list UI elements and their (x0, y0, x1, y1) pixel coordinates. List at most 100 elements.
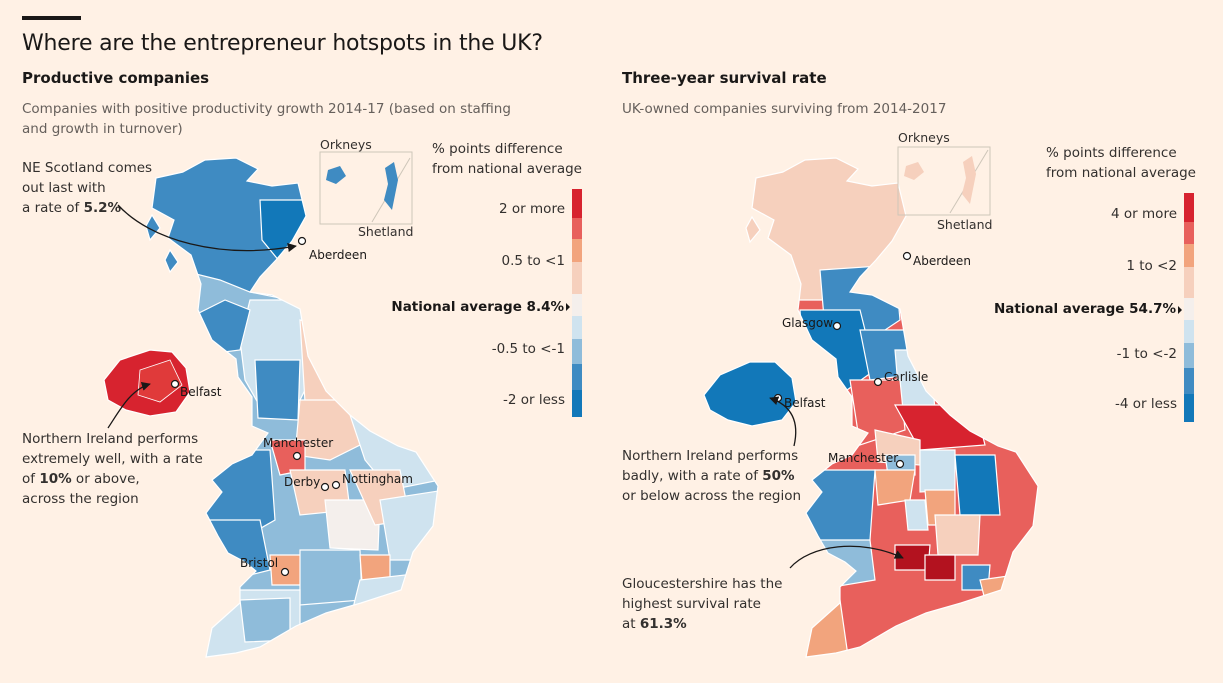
right-region-cumbria (849, 379, 906, 446)
left-note1-line2: out last with (22, 180, 106, 196)
left-city-manchester: Manchester (263, 436, 333, 450)
right-map (703, 157, 1039, 658)
right-city-dot-aberdeen (902, 251, 912, 261)
left-annotation-ni: Northern Ireland performs extremely well… (22, 429, 203, 509)
right-region-cornwall (789, 599, 851, 657)
right-gb-outline (751, 157, 1039, 658)
left-legend-heading-2: from national average (432, 161, 582, 177)
left-legend-top-label: 2 or more (499, 201, 565, 217)
left-inset-orkneys-label: Orkneys (320, 137, 372, 152)
left-legend-upper-label: 0.5 to <1 (501, 253, 565, 269)
left-region-wales-south (199, 519, 271, 581)
right-legend-heading-2: from national average (1046, 165, 1196, 181)
right-legend-heading: % points difference from national averag… (1046, 143, 1196, 183)
left-legend-bar (566, 189, 582, 417)
left-region-somerset (239, 597, 291, 643)
left-legend-lower-label: -0.5 to <-1 (491, 341, 565, 357)
left-note2-text-c: or above, (71, 471, 140, 487)
right-annotation-gloucestershire: Gloucestershire has the highest survival… (622, 574, 782, 634)
right-region-birmingham (904, 499, 929, 531)
left-legend-bottom-label: -2 or less (503, 392, 565, 408)
right-inset-orkneys-label: Orkneys (898, 130, 950, 145)
left-city-belfast: Belfast (180, 385, 222, 399)
right-city-belfast: Belfast (784, 396, 826, 410)
left-city-dot-aberdeen (297, 236, 307, 246)
right-region-oxfordshire (924, 554, 956, 581)
right-legend-top-label: 4 or more (1111, 206, 1177, 222)
left-city-bristol: Bristol (240, 556, 278, 570)
right-arrow-gloucestershire (789, 545, 904, 569)
right-note1-value: 50% (762, 468, 795, 484)
left-arrow-ni (107, 382, 151, 429)
right-panel-title: Three-year survival rate (622, 69, 827, 87)
left-region-thames-valley (299, 549, 363, 606)
right-annotation-ni: Northern Ireland performs badly, with a … (622, 446, 801, 506)
right-inset-shetland-shape (962, 156, 976, 204)
left-subtitle-line2: and growth in turnover) (22, 121, 183, 137)
headline: Where are the entrepreneur hotspots in t… (22, 31, 543, 56)
right-city-dot-carlisle (873, 377, 883, 387)
left-panel-subtitle: Companies with positive productivity gro… (22, 99, 511, 139)
right-national-marker-icon (1178, 306, 1182, 314)
left-region-northeast (299, 319, 346, 403)
right-legend-upper-label: 1 to <2 (1126, 258, 1177, 274)
right-arrow-ni (769, 396, 797, 447)
right-note2-line1: Gloucestershire has the (622, 576, 783, 592)
left-note2-line2: extremely well, with a rate (22, 451, 203, 467)
right-inset-orkney-shape (904, 162, 924, 180)
right-legend-lower-label: -1 to <-2 (1116, 346, 1177, 362)
right-note1-line1: Northern Ireland performs (622, 448, 799, 464)
right-region-highlands (752, 158, 1038, 301)
left-city-dot-derby (320, 482, 330, 492)
left-note2-line1: Northern Ireland performs (22, 431, 199, 447)
left-arrow-ne-scotland (117, 204, 297, 252)
left-subtitle-line1: Companies with positive productivity gro… (22, 101, 511, 117)
right-region-northants (934, 514, 981, 556)
left-legend-heading-1: % points difference (432, 141, 563, 157)
left-city-markers (170, 236, 341, 577)
right-region-wales-north (799, 469, 876, 546)
right-legend-heading-1: % points difference (1046, 145, 1177, 161)
right-region-northern-ireland (703, 361, 797, 427)
left-note1-line1: NE Scotland comes (22, 160, 153, 176)
left-city-derby: Derby (284, 475, 320, 489)
left-inset-shetland-shape (384, 162, 398, 210)
left-inset-orkney-shape (326, 166, 346, 184)
left-note2-line4: across the region (22, 491, 139, 507)
right-city-aberdeen: Aberdeen (913, 254, 971, 268)
right-note2-line2: highest survival rate (622, 596, 761, 612)
left-city-nottingham: Nottingham (342, 472, 413, 486)
right-legend-bar (1178, 193, 1194, 422)
right-note1-line3: or below across the region (622, 488, 802, 504)
right-note2-text: at (622, 616, 640, 632)
left-national-marker-icon (566, 303, 570, 311)
left-note2-line3: of 10% or above, (22, 469, 203, 489)
right-inset-shetland-label: Shetland (937, 217, 992, 232)
left-region-west-scotland (184, 299, 251, 356)
left-island-hebrides (145, 213, 161, 242)
right-city-dot-glasgow (832, 321, 842, 331)
right-city-dot-manchester (895, 459, 905, 469)
left-region-east-midlands (324, 499, 381, 551)
right-note1-text: badly, with a rate of (622, 468, 763, 484)
right-city-glasgow: Glasgow (782, 316, 833, 330)
left-city-dot-bristol (280, 567, 290, 577)
left-city-dot-belfast (170, 379, 180, 389)
left-note2-text-a: of (22, 471, 40, 487)
right-note2-line3: at 61.3% (622, 614, 782, 634)
left-note2-value: 10% (39, 471, 72, 487)
right-island-hebrides (745, 215, 761, 244)
right-legend-bottom-label: -4 or less (1115, 396, 1177, 412)
left-inset-shetland-label: Shetland (358, 224, 413, 239)
left-city-dot-nottingham (331, 480, 341, 490)
right-national-average: National average 54.7% (994, 301, 1176, 317)
right-region-west-yorks (919, 449, 956, 493)
right-inset-box: Orkneys Shetland (897, 130, 992, 232)
left-note1-value: 5.2% (83, 200, 122, 216)
left-legend-heading: % points difference from national averag… (432, 139, 582, 179)
right-city-manchester: Manchester (828, 451, 898, 465)
brand-bar (22, 16, 81, 20)
right-city-carlisle: Carlisle (884, 370, 928, 384)
right-note2-value: 61.3% (639, 616, 687, 632)
